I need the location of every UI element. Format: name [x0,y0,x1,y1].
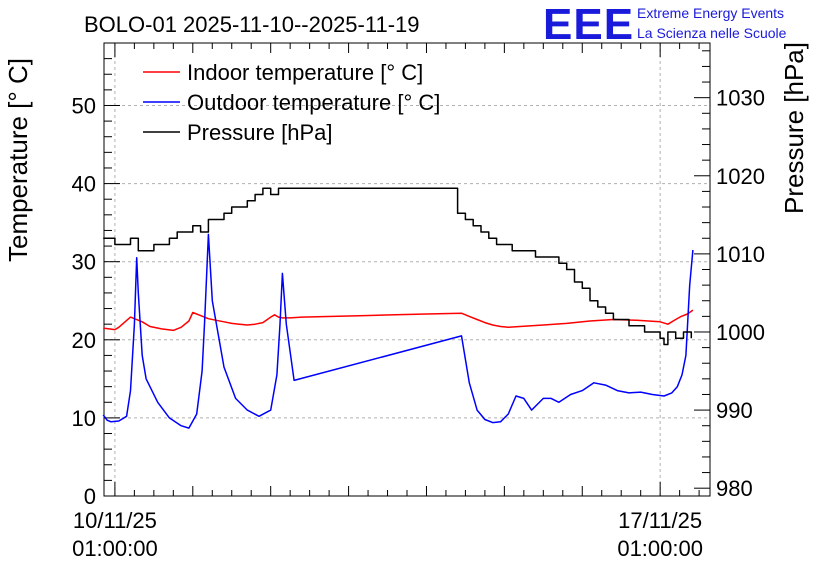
y-tick-label: 0 [84,484,96,509]
x-tick-label-date: 17/11/25 [618,508,702,533]
y2-tick-label: 1030 [716,86,765,111]
series-pressure [103,187,693,346]
y2-tick-label: 990 [716,398,753,423]
y2-tick-label: 1000 [716,320,765,345]
legend-label-pressure: Pressure [hPa] [187,120,333,145]
logo-line-2: La Scienza nelle Scuole [637,25,787,41]
y-tick-label: 50 [72,93,96,118]
y-tick-label: 20 [72,328,96,353]
eee-logo: EEE Extreme Energy Events La Scienza nel… [543,0,787,49]
legend: Indoor temperature [° C] Outdoor tempera… [143,60,440,145]
y2-axis-title: Pressure [hPa] [779,42,809,214]
x-tick-label-time: 01:00:00 [617,536,703,561]
y-tick-label: 40 [72,172,96,197]
series-group [102,187,694,429]
y2-tick-label: 980 [716,476,753,501]
x-tick-label-date: 10/11/25 [73,508,157,533]
y2-tick-label: 1010 [716,242,765,267]
grid-lines [104,43,710,496]
y-tick-label: 10 [72,406,96,431]
chart-title: BOLO-01 2025-11-10--2025-11-19 [84,12,420,37]
y-tick-label: 30 [72,250,96,275]
y-axis-title: Temperature [° C] [3,58,33,262]
y2-tick-label: 1020 [716,164,765,189]
series-outdoor-temperature [102,233,694,429]
series-indoor-temperature [103,309,694,332]
logo-line-1: Extreme Energy Events [637,5,784,21]
legend-label-outdoor: Outdoor temperature [° C] [187,90,440,115]
legend-label-indoor: Indoor temperature [° C] [187,60,423,85]
logo-mark: EEE [543,0,634,49]
axis-ticks: 01020304050980990100010101020103010/11/2… [72,43,765,561]
x-tick-label-time: 01:00:00 [72,536,158,561]
